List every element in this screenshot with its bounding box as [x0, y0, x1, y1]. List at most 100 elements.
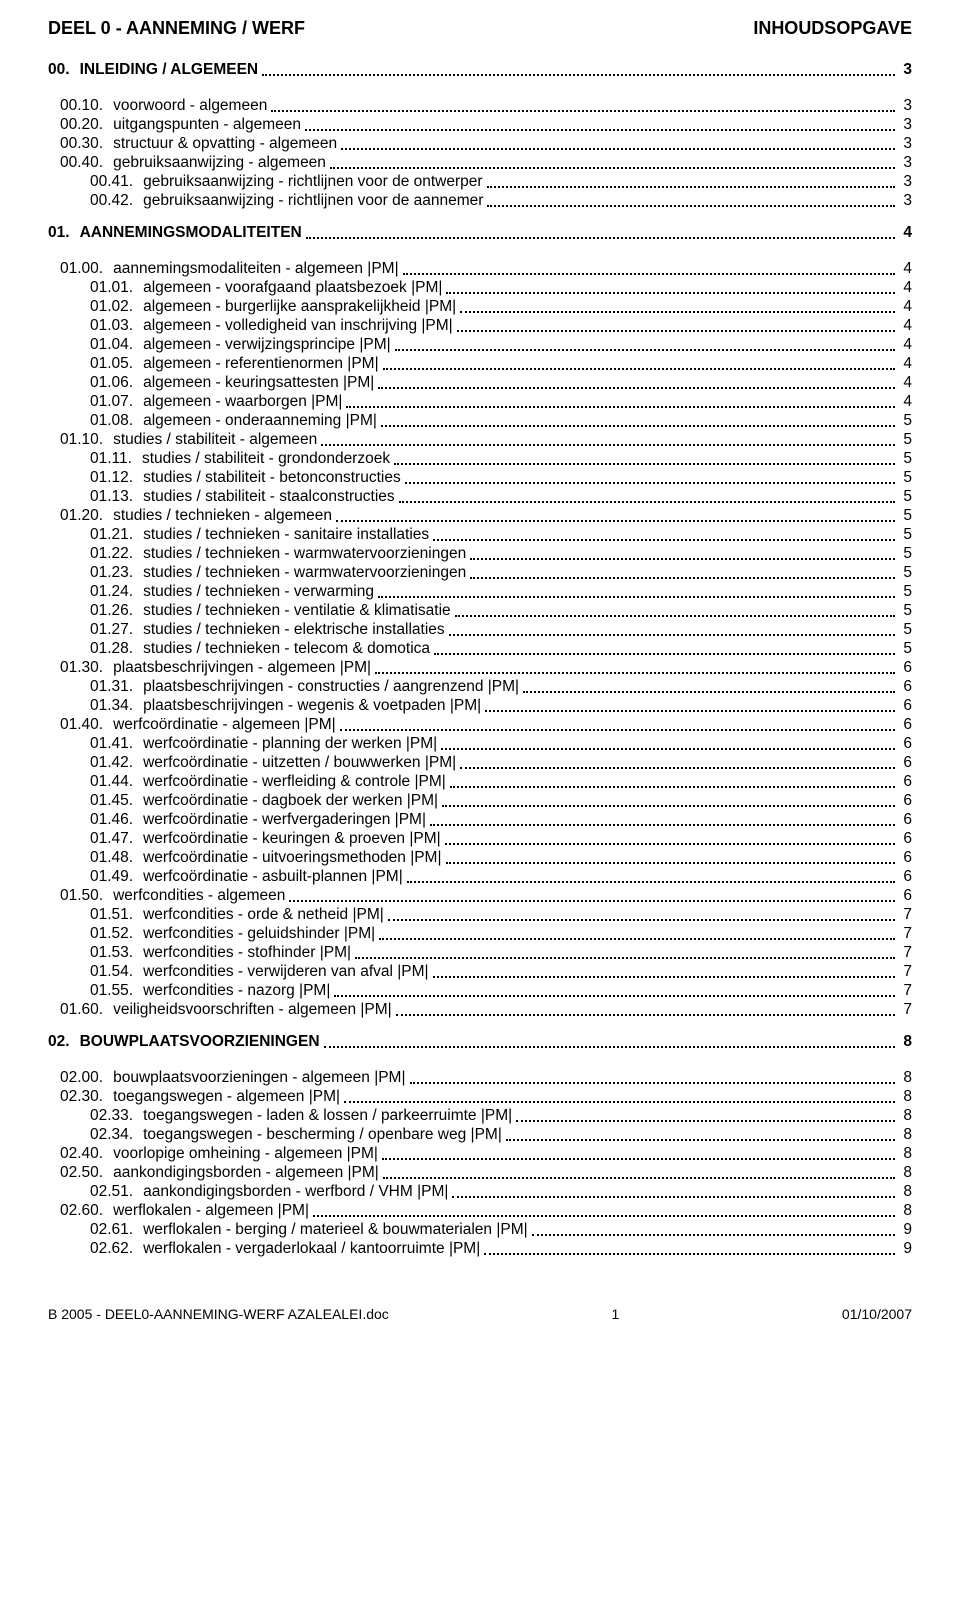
toc-code: 01.49. [90, 868, 143, 886]
toc-code: 00.42. [90, 192, 143, 210]
toc-code: 00.20. [60, 116, 113, 134]
toc-code: 01.12. [90, 469, 143, 487]
toc-leader [340, 716, 896, 731]
toc-page: 8 [899, 1107, 912, 1125]
toc-leader [341, 135, 895, 150]
toc-row: 01.44.werfcoördinatie - werfleiding & co… [48, 773, 912, 791]
toc-leader [485, 697, 895, 712]
toc-code: 02.34. [90, 1126, 143, 1144]
toc-code: 02.50. [60, 1164, 113, 1182]
toc-leader [336, 507, 895, 522]
toc-leader [403, 260, 896, 275]
toc-row: 01.30.plaatsbeschrijvingen - algemeen |P… [48, 659, 912, 677]
toc-label: studies / technieken - ventilatie & klim… [143, 602, 451, 620]
toc-row: 01.06.algemeen - keuringsattesten |PM|4 [48, 374, 912, 392]
toc-leader [450, 773, 896, 788]
toc-code: 01.04. [90, 336, 143, 354]
toc-leader [305, 116, 895, 131]
toc-row: 01.12.studies / stabiliteit - betonconst… [48, 469, 912, 487]
toc-page: 5 [899, 412, 912, 430]
toc-row: 01.60.veiligheidsvoorschriften - algemee… [48, 1001, 912, 1019]
toc-page: 6 [899, 887, 912, 905]
toc-code: 01.08. [90, 412, 143, 430]
toc-label: studies / stabiliteit - staalconstructie… [143, 488, 395, 506]
toc-row: 00.30.structuur & opvatting - algemeen3 [48, 135, 912, 153]
toc-leader [487, 173, 896, 188]
toc-leader [484, 1240, 895, 1255]
toc-leader [506, 1126, 896, 1141]
toc-label: AANNEMINGSMODALITEITEN [80, 224, 302, 242]
toc-code: 01.24. [90, 583, 143, 601]
toc-code: 01.48. [90, 849, 143, 867]
toc-page: 8 [899, 1088, 912, 1106]
toc-code: 01.34. [90, 697, 143, 715]
toc-label: algemeen - waarborgen |PM| [143, 393, 342, 411]
toc-code: 01.51. [90, 906, 143, 924]
toc-row: 02.51.aankondigingsborden - werfbord / V… [48, 1183, 912, 1201]
toc-page: 5 [899, 507, 912, 525]
toc-label: werfcoördinatie - uitzetten / bouwwerken… [143, 754, 456, 772]
toc-row: 00.42.gebruiksaanwijzing - richtlijnen v… [48, 192, 912, 210]
toc-leader [460, 754, 895, 769]
toc-row: 01.48.werfcoördinatie - uitvoeringsmetho… [48, 849, 912, 867]
toc-page: 3 [899, 192, 912, 210]
toc-leader [289, 887, 895, 902]
toc-leader [455, 602, 896, 617]
toc-leader [355, 944, 895, 959]
toc-label: bouwplaatsvoorzieningen - algemeen |PM| [113, 1069, 405, 1087]
toc-code: 01.05. [90, 355, 143, 373]
toc-label: plaatsbeschrijvingen - algemeen |PM| [113, 659, 371, 677]
toc-label: werfcoördinatie - planning der werken |P… [143, 735, 437, 753]
toc-leader [321, 431, 895, 446]
toc-row: 01.28.studies / technieken - telecom & d… [48, 640, 912, 658]
toc-row: 01.53.werfcondities - stofhinder |PM|7 [48, 944, 912, 962]
toc-code: 01.46. [90, 811, 143, 829]
toc-row: 01.49.werfcoördinatie - asbuilt-plannen … [48, 868, 912, 886]
toc-label: plaatsbeschrijvingen - constructies / aa… [143, 678, 519, 696]
toc-leader [394, 450, 895, 465]
toc-page: 7 [899, 982, 912, 1000]
toc-label: studies / technieken - telecom & domotic… [143, 640, 430, 658]
toc-page: 4 [899, 336, 912, 354]
toc-code: 01.54. [90, 963, 143, 981]
toc-leader [452, 1183, 895, 1198]
toc-leader [375, 659, 895, 674]
toc-label: werfcondities - geluidshinder |PM| [143, 925, 375, 943]
spacer [48, 89, 912, 97]
toc-row: 01.52.werfcondities - geluidshinder |PM|… [48, 925, 912, 943]
toc-code: 01.06. [90, 374, 143, 392]
toc-label: algemeen - voorafgaand plaatsbezoek |PM| [143, 279, 442, 297]
document-header: DEEL 0 - AANNEMING / WERF INHOUDSOPGAVE [48, 18, 912, 39]
toc-label: werfcondities - verwijderen van afval |P… [143, 963, 428, 981]
toc-row: 01.27.studies / technieken - elektrische… [48, 621, 912, 639]
toc-label: algemeen - volledigheid van inschrijving… [143, 317, 453, 335]
toc-row: 01.31.plaatsbeschrijvingen - constructie… [48, 678, 912, 696]
toc-row: 00.20.uitgangspunten - algemeen3 [48, 116, 912, 134]
toc-label: werfcoördinatie - werfleiding & controle… [143, 773, 446, 791]
toc-row: 02.40.voorlopige omheining - algemeen |P… [48, 1145, 912, 1163]
header-right: INHOUDSOPGAVE [753, 18, 912, 39]
toc-label: werfcondities - algemeen [113, 887, 285, 905]
toc-label: studies / stabiliteit - betonconstructie… [143, 469, 401, 487]
toc-code: 01.23. [90, 564, 143, 582]
toc-code: 01.28. [90, 640, 143, 658]
toc-page: 3 [899, 173, 912, 191]
toc-label: studies / technieken - algemeen [113, 507, 332, 525]
toc-page: 5 [899, 450, 912, 468]
toc-page: 8 [899, 1069, 912, 1087]
toc-row: 01.46.werfcoördinatie - werfvergaderinge… [48, 811, 912, 829]
toc-code: 01.60. [60, 1001, 113, 1019]
toc-leader [330, 154, 895, 169]
toc-label: studies / stabiliteit - algemeen [113, 431, 317, 449]
toc-row: 01.AANNEMINGSMODALITEITEN4 [48, 224, 912, 242]
toc-row: 01.07.algemeen - waarborgen |PM|4 [48, 393, 912, 411]
toc-code: 01.13. [90, 488, 143, 506]
toc-leader [383, 1164, 896, 1179]
header-left: DEEL 0 - AANNEMING / WERF [48, 18, 305, 39]
toc-page: 8 [899, 1126, 912, 1144]
toc-code: 00.40. [60, 154, 113, 172]
toc-code: 01.27. [90, 621, 143, 639]
toc-code: 00.41. [90, 173, 143, 191]
toc-row: 01.50.werfcondities - algemeen6 [48, 887, 912, 905]
footer-right: 01/10/2007 [842, 1306, 912, 1322]
